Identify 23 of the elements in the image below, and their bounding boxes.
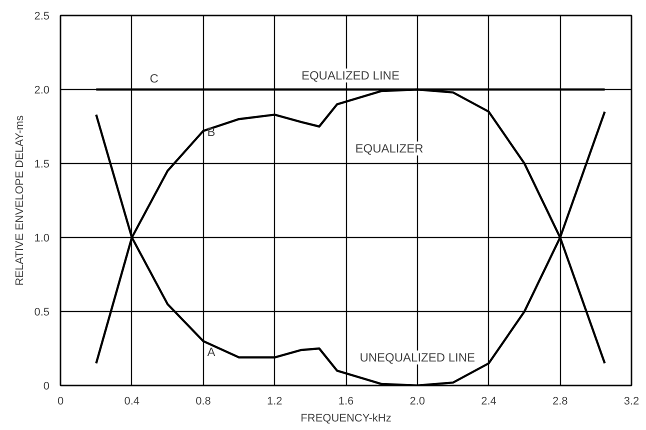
series-label: C (150, 72, 159, 86)
y-tick-label: 0 (43, 380, 50, 392)
x-tick-label: 0.8 (196, 396, 211, 408)
y-tick-label: 1.5 (34, 158, 50, 170)
x-axis-title: FREQUENCY-kHz (300, 412, 392, 424)
x-tick-label: 2.4 (481, 396, 496, 408)
series-label: B (207, 124, 216, 139)
annotation: EQUALIZED LINE (301, 68, 400, 82)
y-tick-label: 1.0 (34, 232, 50, 244)
x-tick-label: 2.0 (410, 396, 426, 408)
y-tick-label: 2.0 (34, 84, 50, 96)
y-axis-title: RELATIVE ENVELOPE DELAY-ms (14, 114, 26, 286)
y-tick-label: 0.5 (34, 306, 50, 318)
x-tick-label: 0.4 (124, 396, 140, 408)
x-tick-label: 2.8 (552, 396, 568, 408)
x-tick-label: 0 (57, 396, 64, 408)
y-tick-label: 2.5 (34, 10, 50, 22)
x-tick-label: 1.2 (266, 396, 282, 408)
annotation: EQUALIZER (355, 142, 424, 156)
x-tick-label: 3.2 (624, 396, 640, 408)
x-tick-label: 1.6 (338, 396, 354, 408)
annotation: UNEQUALIZED LINE (360, 350, 476, 364)
series-label: A (207, 345, 216, 360)
